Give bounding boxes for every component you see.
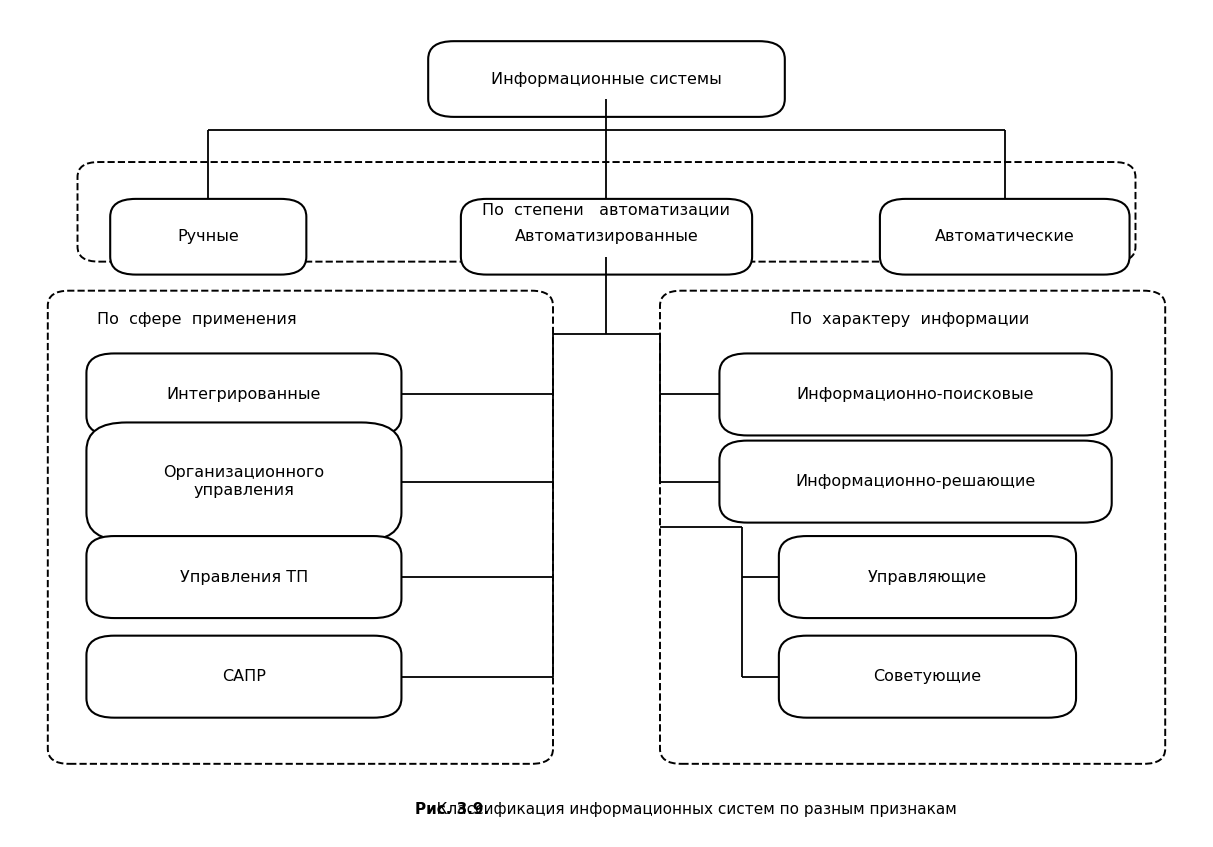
Text: Ручные: Ручные bbox=[177, 230, 239, 244]
FancyBboxPatch shape bbox=[461, 199, 752, 274]
FancyBboxPatch shape bbox=[719, 440, 1112, 523]
Text: Рис. 3.9.: Рис. 3.9. bbox=[415, 802, 489, 817]
Text: Информационные системы: Информационные системы bbox=[491, 71, 722, 86]
FancyBboxPatch shape bbox=[879, 199, 1129, 274]
Text: Автоматические: Автоматические bbox=[935, 230, 1075, 244]
FancyBboxPatch shape bbox=[779, 635, 1076, 717]
Text: По  сфере  применения: По сфере применения bbox=[97, 313, 296, 327]
FancyBboxPatch shape bbox=[86, 635, 402, 717]
Text: САПР: САПР bbox=[222, 669, 266, 684]
Text: Советующие: Советующие bbox=[873, 669, 981, 684]
Text: Информационно-поисковые: Информационно-поисковые bbox=[797, 387, 1035, 402]
FancyBboxPatch shape bbox=[719, 353, 1112, 435]
Text: Автоматизированные: Автоматизированные bbox=[514, 230, 699, 244]
Text: Информационно-решающие: Информационно-решающие bbox=[796, 474, 1036, 489]
FancyBboxPatch shape bbox=[779, 536, 1076, 618]
FancyBboxPatch shape bbox=[86, 423, 402, 540]
Text: Управления ТП: Управления ТП bbox=[180, 569, 308, 584]
Text: По  степени   автоматизации: По степени автоматизации bbox=[483, 202, 730, 217]
Text: Управляющие: Управляющие bbox=[867, 569, 987, 584]
Text: Организационного
управления: Организационного управления bbox=[164, 465, 325, 498]
FancyBboxPatch shape bbox=[110, 199, 307, 274]
FancyBboxPatch shape bbox=[86, 536, 402, 618]
Text: Интегрированные: Интегрированные bbox=[166, 387, 321, 402]
Text: По  характеру  информации: По характеру информации bbox=[790, 313, 1030, 327]
FancyBboxPatch shape bbox=[428, 42, 785, 117]
Text: Классификация информационных систем по разным признакам: Классификация информационных систем по р… bbox=[422, 802, 957, 817]
FancyBboxPatch shape bbox=[86, 353, 402, 435]
